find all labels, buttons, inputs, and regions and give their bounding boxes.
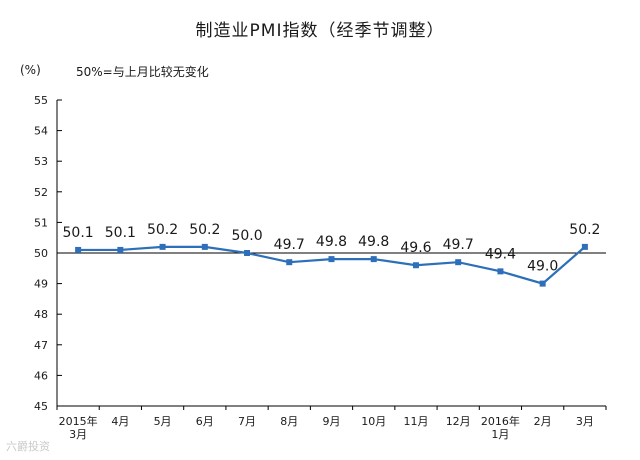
data-label: 49.0: [527, 259, 558, 275]
x-tick-label: 3月: [576, 415, 594, 428]
y-tick-label: 50: [34, 247, 48, 260]
chart-title: 制造业PMI指数（经季节调整）: [195, 21, 445, 41]
data-label: 50.1: [105, 225, 136, 241]
data-label: 49.7: [443, 237, 474, 253]
y-tick-label: 51: [34, 216, 48, 229]
x-tick-label: 10月: [361, 415, 386, 428]
x-tick-label: 6月: [196, 415, 214, 428]
y-tick-label: 49: [34, 278, 48, 291]
x-tick-label: 12月: [446, 415, 471, 428]
data-label: 50.2: [147, 222, 178, 238]
data-point: [328, 256, 335, 263]
data-point: [539, 280, 546, 287]
y-unit-label: (%): [20, 63, 41, 77]
y-tick-label: 45: [34, 400, 48, 413]
x-tick-label: 5月: [154, 415, 172, 428]
data-point: [75, 246, 82, 253]
y-tick-label: 55: [34, 94, 48, 107]
data-label: 50.2: [189, 222, 220, 238]
data-point: [201, 243, 208, 250]
data-point: [370, 256, 377, 263]
data-label: 50.0: [231, 228, 262, 244]
x-tick-label: 7月: [238, 415, 256, 428]
x-tick-label: 2016年: [481, 414, 520, 428]
data-point: [497, 268, 504, 275]
data-point: [412, 262, 419, 269]
x-tick-label: 4月: [111, 415, 129, 428]
x-tick-label: 2月: [534, 415, 552, 428]
data-label: 49.8: [316, 234, 347, 250]
reference-note: 50%=与上月比较无变化: [76, 65, 209, 79]
data-point: [286, 259, 293, 266]
x-tick-label: 8月: [280, 415, 298, 428]
data-label: 50.2: [569, 222, 600, 238]
data-label: 49.6: [400, 240, 431, 256]
watermark: 六爵投资: [6, 440, 50, 453]
x-tick-label: 11月: [403, 415, 428, 428]
data-point: [244, 250, 251, 256]
y-tick-label: 48: [34, 308, 48, 321]
x-tick-label: 2015年: [59, 414, 98, 428]
data-label: 49.7: [274, 237, 305, 253]
y-tick-label: 53: [34, 155, 48, 168]
data-point: [455, 259, 462, 266]
y-tick-label: 54: [34, 125, 48, 138]
data-label: 49.8: [358, 234, 389, 250]
y-tick-label: 47: [34, 339, 48, 352]
data-point: [117, 246, 124, 253]
x-tick-label: 9月: [323, 415, 341, 428]
y-tick-label: 52: [34, 186, 48, 199]
data-label: 50.1: [63, 225, 94, 241]
data-point: [159, 243, 166, 250]
data-label: 49.4: [485, 246, 516, 262]
x-tick-label: 3月: [69, 428, 87, 441]
data-point: [581, 243, 588, 250]
y-tick-label: 46: [34, 369, 48, 382]
x-tick-label: 1月: [491, 428, 509, 441]
